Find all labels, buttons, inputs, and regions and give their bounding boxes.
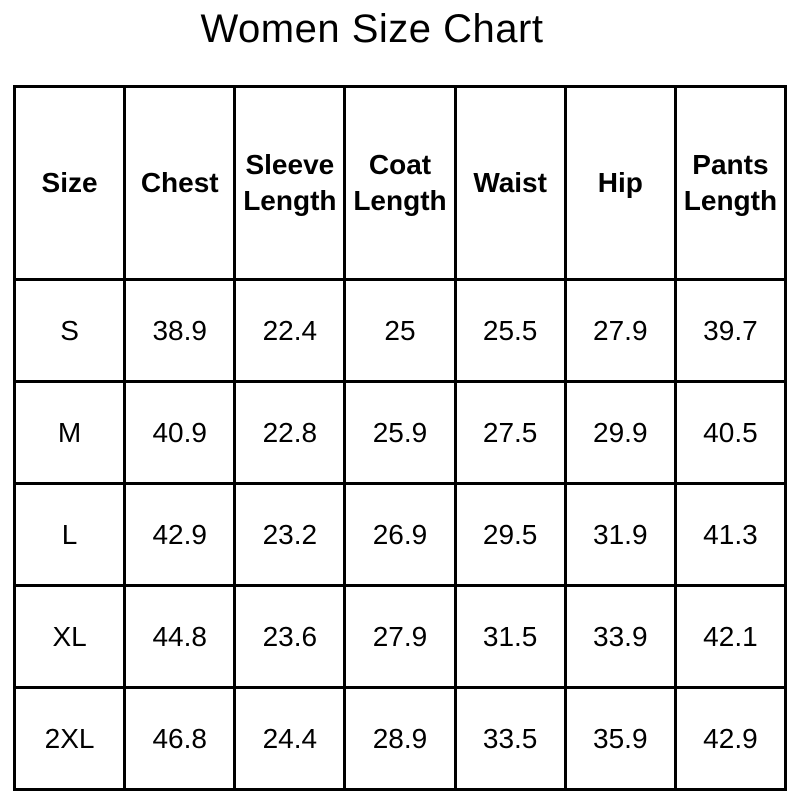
row-label: L (12, 482, 127, 587)
row-label: S (12, 278, 127, 383)
table-cell: 39.7 (673, 278, 788, 383)
table-cell: 29.5 (453, 482, 567, 587)
table-body: S 38.9 22.4 25 25.5 27.9 39.7 M 40.9 22.… (12, 278, 788, 791)
header-cell-size: Size (12, 85, 127, 281)
table-header: Size Chest Sleeve Length Coat Length Wai… (12, 85, 788, 281)
header-cell-coat-length: Coat Length (343, 85, 457, 281)
table-cell: 25.9 (343, 380, 457, 485)
header-cell-pants-length: Pants Length (673, 85, 788, 281)
header-cell-chest: Chest (123, 85, 237, 281)
table-cell: 26.9 (343, 482, 457, 587)
table-cell: 28.9 (343, 686, 457, 791)
table-cell: 42.1 (673, 584, 788, 689)
table-cell: 40.9 (123, 380, 237, 485)
table-cell: 31.9 (563, 482, 677, 587)
table-row-2xl: 2XL 46.8 24.4 28.9 33.5 35.9 42.9 (12, 686, 788, 791)
row-label: M (12, 380, 127, 485)
row-label: XL (12, 584, 127, 689)
table-row-s: S 38.9 22.4 25 25.5 27.9 39.7 (12, 278, 788, 383)
table-cell: 29.9 (563, 380, 677, 485)
table-cell: 41.3 (673, 482, 788, 587)
header-row: Size Chest Sleeve Length Coat Length Wai… (12, 85, 788, 281)
table-row-m: M 40.9 22.8 25.9 27.5 29.9 40.5 (12, 380, 788, 485)
table-cell: 27.5 (453, 380, 567, 485)
page-title: Women Size Chart (200, 7, 544, 51)
table-cell: 23.2 (233, 482, 347, 587)
table-cell: 42.9 (123, 482, 237, 587)
table-cell: 46.8 (123, 686, 237, 791)
table-cell: 23.6 (233, 584, 347, 689)
table-row-xl: XL 44.8 23.6 27.9 31.5 33.9 42.1 (12, 584, 788, 689)
table-cell: 35.9 (563, 686, 677, 791)
table-cell: 22.4 (233, 278, 347, 383)
row-label: 2XL (12, 686, 127, 791)
table-cell: 33.9 (563, 584, 677, 689)
table-cell: 22.8 (233, 380, 347, 485)
table-cell: 24.4 (233, 686, 347, 791)
table-cell: 40.5 (673, 380, 788, 485)
header-cell-sleeve-length: Sleeve Length (233, 85, 347, 281)
table-cell: 33.5 (453, 686, 567, 791)
table-cell: 44.8 (123, 584, 237, 689)
table-cell: 31.5 (453, 584, 567, 689)
table-row-l: L 42.9 23.2 26.9 29.5 31.9 41.3 (12, 482, 788, 587)
table-cell: 27.9 (343, 584, 457, 689)
table-cell: 42.9 (673, 686, 788, 791)
header-cell-waist: Waist (453, 85, 567, 281)
header-cell-hip: Hip (563, 85, 677, 281)
table-cell: 27.9 (563, 278, 677, 383)
size-chart-table: Size Chest Sleeve Length Coat Length Wai… (12, 85, 788, 791)
table-cell: 38.9 (123, 278, 237, 383)
table-cell: 25 (343, 278, 457, 383)
table-cell: 25.5 (453, 278, 567, 383)
